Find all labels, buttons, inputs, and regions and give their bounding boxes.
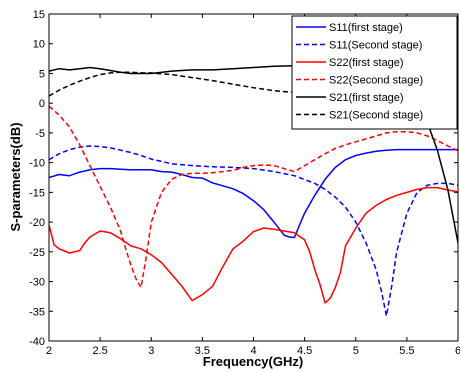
y-tick-label: -25 bbox=[29, 247, 45, 259]
x-tick-label: 5 bbox=[353, 345, 359, 357]
series-line-2 bbox=[49, 145, 458, 317]
y-tick-label: -5 bbox=[35, 128, 45, 140]
y-tick-label: 5 bbox=[39, 68, 45, 80]
x-tick-label: 2 bbox=[46, 345, 52, 357]
legend-label: S11(first stage) bbox=[329, 22, 403, 34]
y-tick-label: -15 bbox=[29, 187, 45, 199]
y-tick-label: -20 bbox=[29, 217, 45, 229]
x-tick-label: 3.5 bbox=[195, 345, 210, 357]
x-tick-label: 4.5 bbox=[297, 345, 312, 357]
legend-label: S21(first stage) bbox=[329, 92, 404, 104]
legend-label: S22(Second stage) bbox=[329, 75, 423, 87]
x-tick-label: 6 bbox=[455, 345, 460, 357]
legend-label: S11(Second stage) bbox=[329, 40, 422, 52]
y-tick-label: -40 bbox=[29, 336, 45, 348]
legend-box bbox=[291, 15, 458, 130]
series-line-3 bbox=[49, 186, 458, 304]
y-tick-label: 10 bbox=[33, 39, 45, 51]
series-line-1 bbox=[49, 148, 458, 239]
x-axis-label: Frequency(GHz) bbox=[203, 354, 303, 369]
legend-label: S21(Second stage) bbox=[329, 110, 423, 122]
y-tick-label: -35 bbox=[29, 306, 45, 318]
x-tick-label: 3 bbox=[148, 345, 154, 357]
y-tick-label: -30 bbox=[29, 277, 45, 289]
y-axis-label: S-parameters(dB) bbox=[8, 122, 23, 231]
x-tick-label: 2.5 bbox=[92, 345, 107, 357]
y-tick-label: 15 bbox=[33, 9, 45, 21]
x-tick-label: 4 bbox=[250, 345, 256, 357]
y-tick-label: 0 bbox=[39, 98, 45, 110]
series-line-4 bbox=[49, 105, 458, 289]
y-tick-label: -10 bbox=[29, 158, 45, 170]
legend: S11(first stage) S11(Second stage) S22(fir… bbox=[291, 15, 458, 130]
legend-label: S22(first stage) bbox=[329, 57, 404, 69]
x-tick-label: 5.5 bbox=[399, 345, 414, 357]
